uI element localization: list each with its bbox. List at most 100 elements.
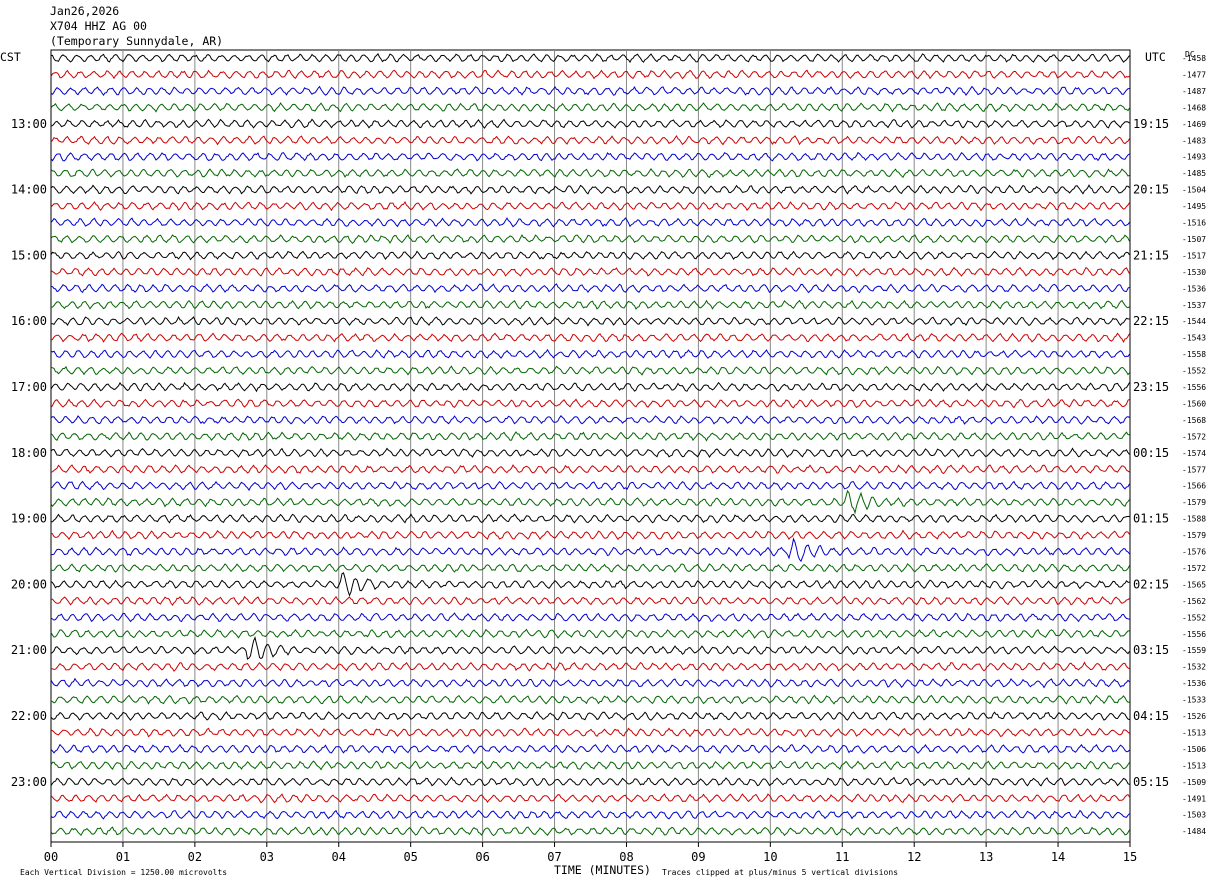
trace-row	[50, 316, 1130, 327]
dc-value: -1588	[1182, 515, 1206, 524]
trace-row	[50, 537, 1130, 563]
dc-value: -1533	[1182, 696, 1206, 705]
trace-row	[50, 776, 1130, 787]
trace-row	[50, 628, 1130, 639]
dc-value: -1483	[1182, 136, 1206, 145]
x-tick-label: 14	[1051, 850, 1065, 864]
trace-row	[50, 636, 1130, 660]
dc-value: -1493	[1182, 153, 1206, 162]
trace-row	[50, 85, 1130, 96]
dc-value: -1491	[1182, 794, 1206, 803]
dc-value: -1487	[1182, 87, 1206, 96]
header-location: (Temporary Sunnydale, AR)	[50, 34, 224, 48]
x-tick-label: 03	[260, 850, 274, 864]
cst-hour-label: 18:00	[11, 446, 47, 460]
x-axis-label: TIME (MINUTES)	[554, 863, 651, 877]
dc-value: -1574	[1182, 449, 1206, 458]
trace-row	[50, 694, 1130, 705]
utc-hour-label: 21:15	[1133, 248, 1169, 262]
x-tick-label: 07	[547, 850, 561, 864]
dc-value: -1507	[1182, 235, 1206, 244]
cst-hour-label: 16:00	[11, 314, 47, 328]
dc-value: -1506	[1182, 745, 1206, 754]
cst-hour-label: 21:00	[11, 643, 47, 657]
x-tick-label: 13	[979, 850, 993, 864]
dc-value: -1560	[1182, 399, 1206, 408]
trace-row	[50, 563, 1130, 573]
x-tick-label: 10	[763, 850, 777, 864]
utc-hour-label: 22:15	[1133, 314, 1169, 328]
dc-value: -1559	[1182, 646, 1206, 655]
trace-row	[50, 760, 1130, 771]
trace-row	[50, 415, 1130, 425]
cst-hour-label: 20:00	[11, 577, 47, 591]
utc-hour-label: 23:15	[1133, 380, 1169, 394]
dc-value: -1458	[1182, 54, 1206, 63]
x-tick-label: 06	[475, 850, 489, 864]
trace-row	[50, 151, 1130, 162]
x-tick-label: 05	[403, 850, 417, 864]
dc-value: -1503	[1182, 811, 1206, 820]
trace-row	[50, 283, 1130, 294]
utc-hour-label: 02:15	[1133, 577, 1169, 591]
scale-note: Each Vertical Division = 1250.00 microvo…	[20, 868, 228, 877]
dc-value: -1576	[1182, 548, 1206, 557]
trace-row	[50, 529, 1130, 541]
trace-row	[50, 661, 1130, 672]
dc-value: -1485	[1182, 169, 1206, 178]
trace-row	[50, 677, 1130, 689]
utc-hour-label: 20:15	[1133, 183, 1169, 197]
trace-row	[50, 480, 1130, 492]
dc-value: -1562	[1182, 597, 1206, 606]
dc-value: -1530	[1182, 268, 1206, 277]
cst-hour-label: 15:00	[11, 248, 47, 262]
dc-value: -1558	[1182, 350, 1206, 359]
cst-hour-label: 19:00	[11, 512, 47, 526]
trace-row	[51, 513, 1130, 524]
dc-value: -1509	[1182, 778, 1206, 787]
dc-value: -1469	[1182, 120, 1206, 129]
trace-row	[50, 743, 1130, 754]
trace-row	[50, 184, 1130, 195]
header-station: X704 HHZ AG 00	[50, 19, 147, 33]
dc-value: -1536	[1182, 284, 1206, 293]
trace-row	[50, 200, 1130, 212]
trace-row	[50, 299, 1130, 310]
dc-value: -1552	[1182, 613, 1206, 622]
clip-note: Traces clipped at plus/minus 5 vertical …	[662, 868, 899, 877]
dc-value: -1526	[1182, 712, 1206, 721]
dc-value: -1572	[1182, 432, 1206, 441]
dc-value: -1565	[1182, 580, 1206, 589]
trace-row	[50, 464, 1130, 475]
cst-hour-label: 13:00	[11, 117, 47, 131]
dc-value: -1516	[1182, 219, 1206, 228]
trace-row	[50, 365, 1130, 376]
trace-row	[50, 727, 1130, 738]
dc-value: -1513	[1182, 728, 1206, 737]
dc-value: -1484	[1182, 827, 1206, 836]
trace-row	[50, 348, 1130, 359]
trace-row	[50, 612, 1130, 623]
trace-row	[50, 572, 1130, 597]
dc-value: -1572	[1182, 564, 1206, 573]
dc-value: -1537	[1182, 301, 1206, 310]
trace-row	[50, 398, 1130, 409]
dc-value: -1577	[1182, 465, 1206, 474]
trace-row	[50, 266, 1130, 277]
cst-hour-label: 17:00	[11, 380, 47, 394]
plot-frame	[50, 49, 1131, 843]
trace-row	[50, 168, 1130, 179]
x-tick-label: 12	[907, 850, 921, 864]
utc-hour-label: 19:15	[1133, 117, 1169, 131]
trace-row	[50, 595, 1130, 606]
x-tick-label: 11	[835, 850, 849, 864]
dc-value: -1544	[1182, 317, 1206, 326]
dc-value: -1504	[1182, 186, 1206, 195]
x-tick-label: 15	[1123, 850, 1137, 864]
dc-value: -1579	[1182, 498, 1206, 507]
trace-row	[50, 332, 1130, 344]
trace-row	[50, 447, 1130, 458]
x-tick-label: 00	[44, 850, 58, 864]
trace-row	[50, 134, 1130, 146]
dc-value: -1517	[1182, 251, 1206, 260]
